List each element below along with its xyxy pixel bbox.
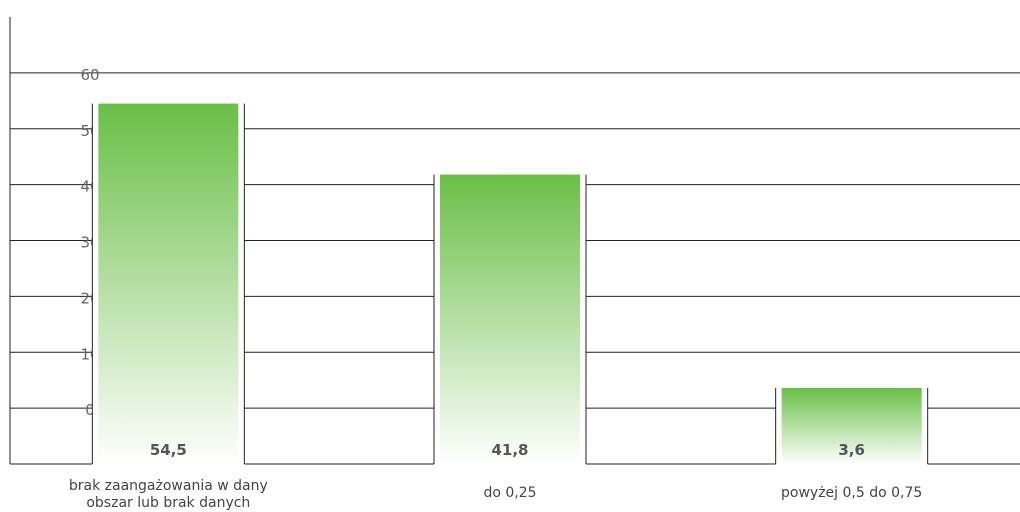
y-tick-label: 60 [80, 66, 99, 84]
category-label: brak zaangażowania w dany [69, 478, 268, 494]
category-label: obszar lub brak danych [86, 495, 250, 511]
y-tick-label: 0 [85, 401, 95, 419]
bar-value-label: 54,5 [150, 441, 187, 459]
bar [440, 174, 580, 464]
category-label: do 0,25 [483, 485, 536, 501]
bar-value-label: 3,6 [838, 441, 865, 459]
category-label: powyżej 0,5 do 0,75 [781, 485, 922, 501]
bar-value-label: 41,8 [491, 441, 528, 459]
bar [98, 103, 239, 464]
bar [781, 388, 922, 464]
